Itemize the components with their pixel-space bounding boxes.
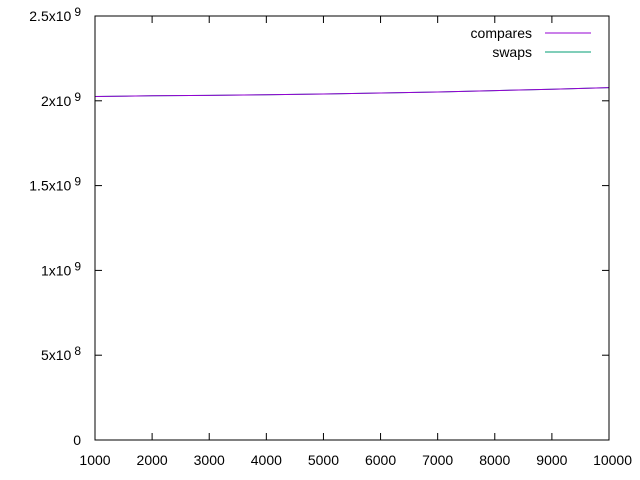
y-tick-label: 1x10 9 <box>41 259 81 278</box>
x-tick-label: 9000 <box>536 452 567 468</box>
x-axis-ticks: 1000 2000 3000 4000 5000 6000 7000 8000 9000 1000… <box>79 16 632 468</box>
y-tick-label: 5x10 8 <box>41 344 81 363</box>
x-tick-label: 1000 <box>79 452 110 468</box>
x-tick-label: 6000 <box>365 452 396 468</box>
y-tick-exponent: 9 <box>74 90 81 104</box>
y-tick-label: 2x10 9 <box>41 90 81 109</box>
plot-frame <box>94 15 610 441</box>
legend-label: compares <box>471 25 532 41</box>
series-line-compares <box>94 87 610 98</box>
y-tick-exponent: 8 <box>74 344 81 358</box>
y-tick-mantissa: 5x10 <box>41 347 72 363</box>
y-tick-mantissa: 1x10 <box>41 262 72 278</box>
legend: compares swaps <box>471 25 591 60</box>
y-tick-label: 1.5x10 9 <box>29 175 81 194</box>
y-tick-mantissa: 0 <box>73 432 81 448</box>
y-tick-exponent: 9 <box>74 175 81 189</box>
y-tick-mantissa: 2.5x10 <box>29 8 71 24</box>
y-tick-mantissa: 2x10 <box>41 93 72 109</box>
y-tick-exponent: 9 <box>74 259 81 273</box>
y-tick-mantissa: 1.5x10 <box>29 178 71 194</box>
x-tick-label: 8000 <box>479 452 510 468</box>
x-tick-label: 5000 <box>308 452 339 468</box>
x-tick-label: 7000 <box>422 452 453 468</box>
series-lines <box>94 87 610 98</box>
legend-label: swaps <box>492 44 532 60</box>
y-tick-exponent: 9 <box>74 5 81 19</box>
x-tick-label: 2000 <box>137 452 168 468</box>
x-tick-label: 4000 <box>251 452 282 468</box>
x-tick-label: 10000 <box>593 452 632 468</box>
y-tick-label: 0 <box>73 432 81 448</box>
y-tick-label: 2.5x10 9 <box>29 5 81 24</box>
x-tick-label: 3000 <box>194 452 225 468</box>
